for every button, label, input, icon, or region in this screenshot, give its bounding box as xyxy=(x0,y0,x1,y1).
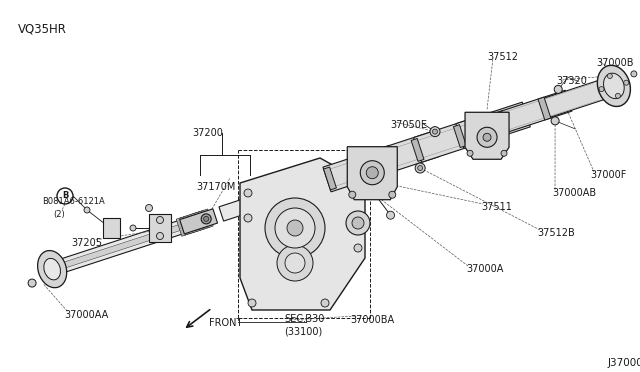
Circle shape xyxy=(351,184,359,192)
Circle shape xyxy=(287,220,303,236)
Polygon shape xyxy=(195,211,206,230)
Circle shape xyxy=(483,133,491,141)
Text: B: B xyxy=(62,192,68,201)
Circle shape xyxy=(554,85,562,93)
Circle shape xyxy=(551,117,559,125)
Text: J370009K: J370009K xyxy=(608,358,640,368)
Text: 37512B: 37512B xyxy=(537,228,575,238)
Circle shape xyxy=(145,205,152,212)
Circle shape xyxy=(277,245,313,281)
Polygon shape xyxy=(453,125,467,148)
Polygon shape xyxy=(149,214,171,242)
Circle shape xyxy=(352,217,364,229)
Polygon shape xyxy=(198,210,209,229)
Circle shape xyxy=(244,214,252,222)
Circle shape xyxy=(360,161,384,185)
Text: 37000AB: 37000AB xyxy=(552,188,596,198)
Polygon shape xyxy=(51,221,192,272)
Text: 37511: 37511 xyxy=(481,202,512,212)
Circle shape xyxy=(201,214,211,224)
Polygon shape xyxy=(50,217,193,276)
Circle shape xyxy=(349,191,356,198)
Text: 37000AA: 37000AA xyxy=(64,310,108,320)
Text: 37000B: 37000B xyxy=(596,58,634,68)
Circle shape xyxy=(244,189,252,197)
Text: SEC.330: SEC.330 xyxy=(284,314,324,324)
Circle shape xyxy=(433,129,438,134)
Circle shape xyxy=(28,279,36,287)
Circle shape xyxy=(321,299,329,307)
Circle shape xyxy=(57,188,73,204)
Text: (2): (2) xyxy=(53,210,65,219)
Polygon shape xyxy=(184,215,195,234)
Polygon shape xyxy=(176,217,188,236)
Polygon shape xyxy=(465,112,509,159)
Circle shape xyxy=(430,126,440,137)
Circle shape xyxy=(157,217,163,224)
Ellipse shape xyxy=(38,250,67,288)
Ellipse shape xyxy=(44,259,61,280)
Circle shape xyxy=(415,163,425,173)
Text: 37000A: 37000A xyxy=(466,264,504,274)
Polygon shape xyxy=(202,209,213,228)
Polygon shape xyxy=(499,90,572,133)
Circle shape xyxy=(204,217,209,221)
Circle shape xyxy=(275,208,315,248)
Text: FRONT: FRONT xyxy=(209,318,243,328)
Circle shape xyxy=(354,244,362,252)
Polygon shape xyxy=(180,216,191,235)
Ellipse shape xyxy=(604,73,624,99)
Polygon shape xyxy=(365,132,440,178)
Circle shape xyxy=(285,253,305,273)
Polygon shape xyxy=(240,158,365,310)
Polygon shape xyxy=(538,97,551,120)
Ellipse shape xyxy=(597,65,630,106)
Circle shape xyxy=(607,74,612,78)
Text: 37205: 37205 xyxy=(71,238,102,248)
Text: 37050E: 37050E xyxy=(390,120,427,130)
Polygon shape xyxy=(191,212,202,232)
Circle shape xyxy=(248,299,256,307)
Circle shape xyxy=(501,150,507,156)
Circle shape xyxy=(616,93,620,98)
Polygon shape xyxy=(413,116,488,162)
Text: VQ35HR: VQ35HR xyxy=(18,22,67,35)
Circle shape xyxy=(130,225,136,231)
Polygon shape xyxy=(348,147,397,200)
Text: (33100): (33100) xyxy=(284,326,323,336)
Polygon shape xyxy=(324,167,337,190)
Circle shape xyxy=(157,232,163,240)
Text: 37000F: 37000F xyxy=(590,170,627,180)
Polygon shape xyxy=(103,218,120,238)
Text: 37512: 37512 xyxy=(487,52,518,62)
Circle shape xyxy=(631,71,637,77)
Polygon shape xyxy=(496,111,509,134)
Polygon shape xyxy=(180,209,218,234)
Text: 37200: 37200 xyxy=(192,128,223,138)
Circle shape xyxy=(624,80,628,85)
Polygon shape xyxy=(369,152,381,175)
Circle shape xyxy=(366,167,378,179)
Circle shape xyxy=(418,166,422,170)
Circle shape xyxy=(265,198,325,258)
Text: B081A6-6121A: B081A6-6121A xyxy=(42,197,105,206)
Circle shape xyxy=(387,211,394,219)
Polygon shape xyxy=(323,145,397,192)
Text: 37320: 37320 xyxy=(556,76,587,86)
Polygon shape xyxy=(411,138,424,161)
Circle shape xyxy=(467,150,473,156)
Text: 37000BA: 37000BA xyxy=(350,315,394,325)
Polygon shape xyxy=(456,102,531,148)
Polygon shape xyxy=(187,214,198,233)
Circle shape xyxy=(346,211,370,235)
Circle shape xyxy=(388,191,396,198)
Circle shape xyxy=(599,87,604,92)
Text: 37170M: 37170M xyxy=(196,182,236,192)
Circle shape xyxy=(477,127,497,147)
Polygon shape xyxy=(219,77,622,221)
Circle shape xyxy=(84,207,90,213)
Polygon shape xyxy=(541,77,614,118)
